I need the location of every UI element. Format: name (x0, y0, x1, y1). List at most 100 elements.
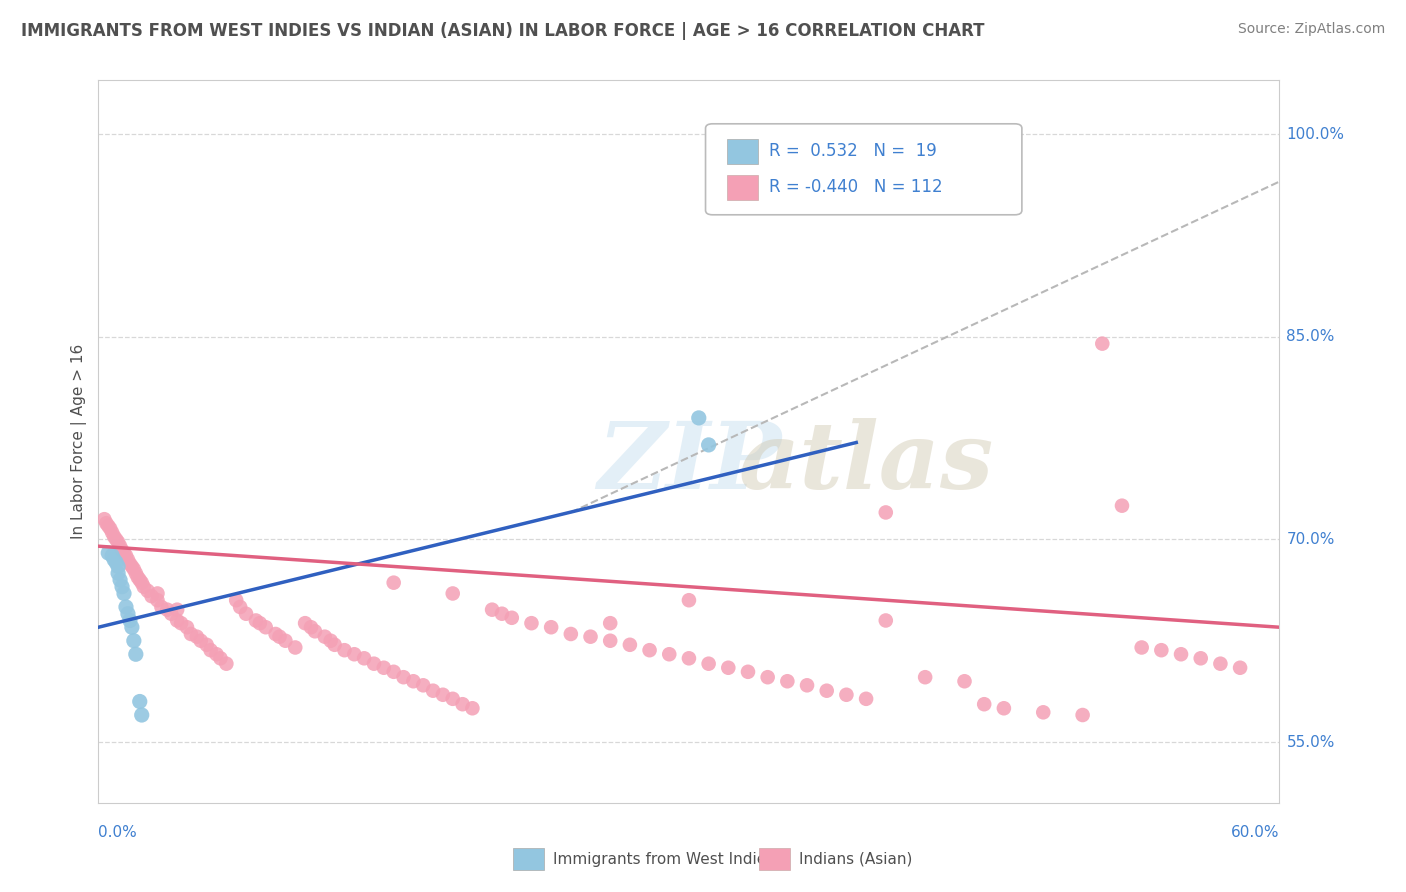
Point (382, 575, 405, 590)
Point (105, 556, 128, 570)
Text: Immigrants from West Indies: Immigrants from West Indies (553, 852, 773, 867)
Point (304, 624, 326, 639)
Y-axis label: In Labor Force | Age > 16: In Labor Force | Age > 16 (72, 344, 87, 539)
Text: IMMIGRANTS FROM WEST INDIES VS INDIAN (ASIAN) IN LABOR FORCE | AGE > 16 CORRELAT: IMMIGRANTS FROM WEST INDIES VS INDIAN (A… (21, 22, 984, 40)
Point (914, 670, 936, 684)
Point (422, 683, 444, 698)
Point (112, 586, 135, 600)
Point (363, 657, 385, 671)
Point (619, 638, 641, 652)
Text: 70.0%: 70.0% (1286, 532, 1334, 547)
Point (993, 701, 1015, 715)
Point (118, 557, 141, 571)
Point (1130, 640, 1153, 655)
Text: ZIP: ZIP (596, 418, 782, 508)
Point (737, 665, 759, 679)
Point (127, 570, 149, 584)
Point (131, 708, 153, 723)
Point (481, 602, 503, 616)
Point (108, 539, 131, 553)
Point (205, 647, 228, 661)
Point (717, 661, 740, 675)
Point (1229, 661, 1251, 675)
Point (299, 620, 322, 634)
Text: 60.0%: 60.0% (1232, 825, 1279, 840)
Point (131, 575, 153, 590)
Point (815, 683, 838, 698)
Point (284, 640, 307, 655)
Point (1150, 643, 1173, 657)
Point (855, 691, 877, 706)
Point (461, 701, 484, 715)
Point (101, 525, 124, 540)
Text: Source: ZipAtlas.com: Source: ZipAtlas.com (1237, 22, 1385, 37)
Point (103, 530, 125, 544)
Point (118, 614, 141, 628)
Point (678, 593, 700, 607)
Point (875, 614, 897, 628)
Point (160, 607, 183, 621)
Text: 100.0%: 100.0% (1286, 127, 1344, 142)
Point (353, 651, 375, 665)
Point (108, 573, 131, 587)
Point (333, 643, 356, 657)
Point (122, 633, 145, 648)
Point (392, 670, 415, 684)
Point (111, 543, 134, 558)
Point (107, 535, 129, 549)
Point (111, 580, 134, 594)
Point (229, 599, 252, 614)
Point (1111, 499, 1133, 513)
Point (105, 533, 128, 547)
Point (540, 620, 562, 634)
Point (432, 688, 454, 702)
Point (314, 630, 336, 644)
Point (953, 674, 976, 689)
Point (264, 627, 287, 641)
Point (97, 519, 120, 533)
Point (451, 697, 474, 711)
Point (323, 638, 346, 652)
Point (835, 688, 858, 702)
Point (1170, 647, 1192, 661)
Point (343, 647, 366, 661)
Point (225, 593, 247, 607)
Point (1091, 336, 1114, 351)
Point (697, 438, 720, 452)
Text: 0.0%: 0.0% (98, 825, 138, 840)
Text: 85.0%: 85.0% (1286, 329, 1334, 344)
Point (166, 614, 188, 628)
Point (560, 627, 582, 641)
Point (128, 694, 150, 708)
Point (132, 580, 155, 594)
Point (122, 562, 145, 576)
Point (107, 566, 129, 581)
Point (115, 549, 138, 563)
Point (697, 657, 720, 671)
Point (1071, 708, 1094, 723)
Point (190, 633, 212, 648)
Point (1032, 706, 1054, 720)
Point (1091, 816, 1114, 830)
Point (599, 616, 621, 631)
Text: R = -0.440   N = 112: R = -0.440 N = 112 (769, 178, 942, 196)
Point (249, 616, 271, 631)
Point (579, 630, 602, 644)
Point (200, 643, 222, 657)
Text: 55.0%: 55.0% (1286, 734, 1334, 749)
Point (93, 512, 115, 526)
Point (117, 607, 139, 621)
Point (294, 616, 316, 631)
Point (146, 593, 169, 607)
Point (112, 546, 135, 560)
Point (150, 599, 173, 614)
Point (115, 599, 138, 614)
Point (98, 522, 121, 536)
Point (170, 616, 193, 631)
Text: atlas: atlas (738, 418, 994, 508)
Point (121, 620, 143, 634)
Point (412, 678, 434, 692)
Point (97, 546, 120, 560)
Text: R =  0.532   N =  19: R = 0.532 N = 19 (769, 143, 936, 161)
Text: Indians (Asian): Indians (Asian) (799, 852, 912, 867)
